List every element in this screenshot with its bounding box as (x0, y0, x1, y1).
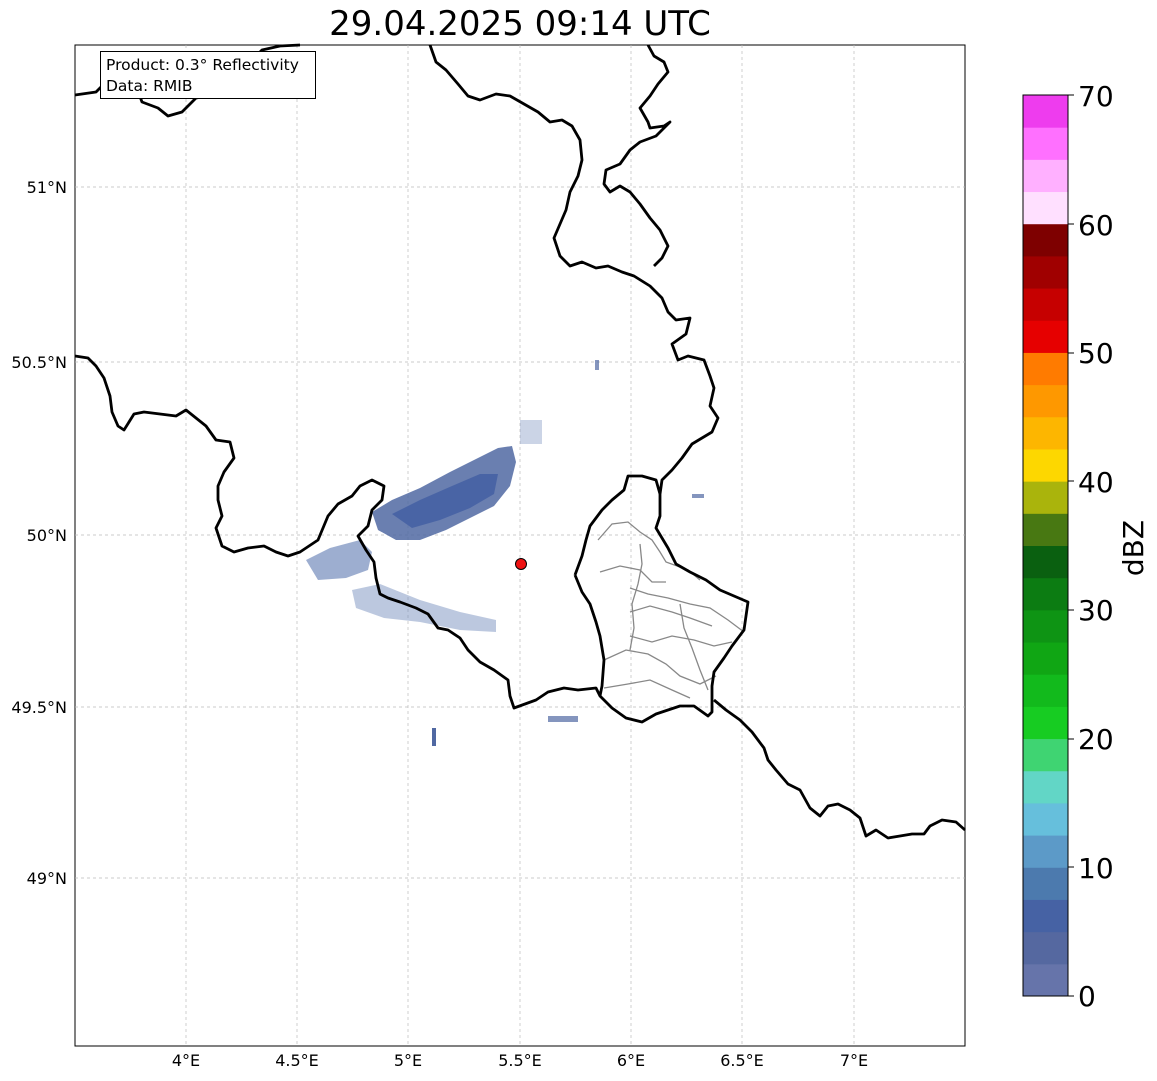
colorbar-tick-label: 50 (1078, 337, 1114, 370)
colorbar-bin (1023, 320, 1068, 353)
colorbar-label: dBZ (1117, 520, 1150, 576)
product-info-box: Product: 0.3° Reflectivity Data: RMIB (100, 51, 316, 99)
lon-tick-label: 4.5°E (275, 1051, 319, 1070)
colorbar-bin (1023, 577, 1068, 611)
lon-tick-label: 6.5°E (720, 1051, 764, 1070)
colorbar-tick-label: 40 (1078, 466, 1114, 499)
lon-tick-label: 5.5°E (498, 1051, 542, 1070)
colorbar-tick-label: 10 (1078, 852, 1114, 885)
colorbar-bin (1023, 416, 1068, 450)
colorbar-bin (1023, 674, 1068, 707)
lon-tick-label: 6°E (617, 1051, 645, 1070)
colorbar-bin (1023, 481, 1068, 514)
colorbar-bin (1023, 255, 1068, 289)
lat-tick-labels: 51°N 50.5°N 50°N 49.5°N 49°N (11, 178, 67, 888)
lon-tick-label: 5°E (394, 1051, 422, 1070)
echo-speck (548, 716, 578, 722)
colorbar-bin (1023, 867, 1068, 900)
echo-scatter-south (352, 584, 496, 632)
colorbar-bin (1023, 191, 1068, 225)
lat-tick-label: 50°N (27, 526, 67, 545)
echo-speck (520, 420, 542, 444)
lon-tick-labels: 4°E 4.5°E 5°E 5.5°E 6°E 6.5°E 7°E (172, 1051, 868, 1070)
colorbar-bin (1023, 835, 1068, 868)
colorbar-bin (1023, 738, 1068, 772)
colorbar-bin (1023, 352, 1068, 386)
echo-speck (595, 360, 599, 370)
map-title: 29.04.2025 09:14 UTC (329, 4, 711, 44)
colorbar-bin (1023, 802, 1068, 836)
echo-core (392, 474, 498, 528)
colorbar-bin (1023, 770, 1068, 804)
colorbar-bin (1023, 384, 1068, 418)
colorbar-bin (1023, 513, 1068, 546)
product-label: Product: 0.3° Reflectivity (106, 56, 299, 74)
colorbar-tick-label: 70 (1078, 80, 1114, 113)
data-source-label: Data: RMIB (106, 77, 193, 95)
colorbar-ticks: 0 10 20 30 40 50 60 70 (1078, 80, 1114, 1013)
lon-tick-label: 7°E (840, 1051, 868, 1070)
echo-scatter-west (306, 540, 372, 580)
colorbar-bin (1023, 159, 1068, 193)
lat-tick-label: 49°N (27, 869, 67, 888)
colorbar-tick-label: 0 (1078, 980, 1096, 1013)
echo-speck (432, 728, 436, 746)
colorbar-bin (1023, 642, 1068, 675)
lon-tick-label: 4°E (172, 1051, 200, 1070)
colorbar-tick-label: 20 (1078, 723, 1114, 756)
colorbar-bin (1023, 288, 1068, 321)
lat-tick-label: 49.5°N (11, 698, 67, 717)
lat-tick-label: 50.5°N (11, 353, 67, 372)
echo-speck (692, 494, 704, 498)
colorbar-frame (1022, 94, 1069, 997)
reflectivity-echoes (306, 360, 704, 746)
colorbar-bin (1023, 899, 1068, 933)
colorbar-bin (1023, 931, 1068, 965)
colorbar (1023, 95, 1068, 997)
colorbar-tick-label: 30 (1078, 594, 1114, 627)
radar-site-marker (515, 558, 527, 570)
colorbar-bin (1023, 545, 1068, 579)
colorbar-bin (1023, 223, 1068, 257)
colorbar-bin (1023, 609, 1068, 643)
colorbar-bin (1023, 706, 1068, 740)
colorbar-bin (1023, 95, 1068, 128)
lat-tick-label: 51°N (27, 178, 67, 197)
colorbar-tick-label: 60 (1078, 209, 1114, 242)
colorbar-tick-marks (1068, 94, 1074, 997)
colorbar-bin (1023, 963, 1068, 997)
colorbar-bin (1023, 127, 1068, 160)
colorbar-bin (1023, 448, 1068, 482)
